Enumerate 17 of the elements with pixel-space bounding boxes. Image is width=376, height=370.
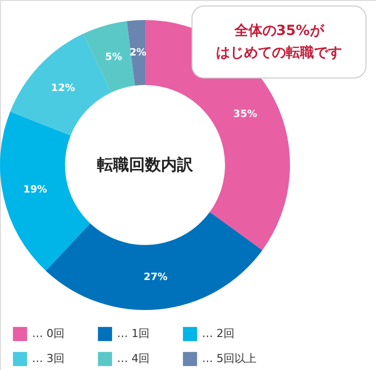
text: 全体の35%が — [233, 23, 325, 39]
text: はじめての転職です — [216, 44, 342, 61]
legend-label: … 1回 — [117, 327, 150, 340]
legend-label: … 5回以上 — [202, 352, 256, 365]
legend-label: … 4回 — [117, 352, 150, 365]
legend-label: … 2回 — [202, 327, 234, 340]
legend-label: … 3回 — [32, 352, 64, 365]
text: 転職回数内訳 — [97, 155, 194, 174]
data-label: 27% — [144, 272, 168, 283]
donut-slice — [126, 20, 145, 86]
data-label: 19% — [23, 184, 48, 196]
data-label: 12% — [51, 82, 75, 94]
donut-slice — [46, 212, 262, 310]
data-label: 35% — [233, 108, 258, 120]
data-label: 5% — [105, 52, 122, 63]
legend-label: … 0回 — [32, 327, 64, 340]
donut-slice — [0, 112, 90, 271]
